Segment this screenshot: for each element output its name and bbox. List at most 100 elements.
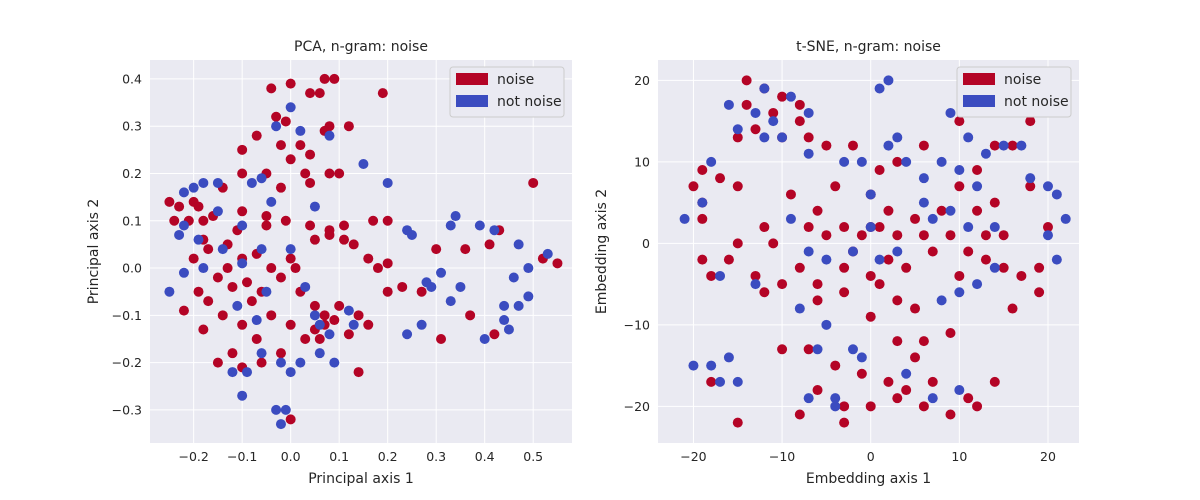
pca-point-noise (319, 73, 330, 84)
tsne-point-noise (715, 173, 726, 184)
tsne-point-noise (998, 230, 1009, 241)
tsne-point-noise (892, 156, 903, 167)
tsne-point-not-noise (812, 344, 823, 355)
tsne-x-tick-label: 20 (1040, 449, 1056, 464)
pca-point-not-noise (445, 220, 456, 231)
tsne-point-noise (980, 230, 991, 241)
tsne-point-noise (954, 181, 965, 192)
pca-point-noise (174, 201, 185, 212)
pca-point-not-noise (256, 348, 267, 359)
tsne-point-noise (1034, 262, 1045, 273)
tsne-point-noise (697, 213, 708, 224)
tsne-point-not-noise (847, 344, 858, 355)
tsne-point-not-noise (972, 181, 983, 192)
tsne-point-noise (963, 393, 974, 404)
tsne-point-noise (732, 417, 743, 428)
pca-point-not-noise (266, 196, 277, 207)
tsne-point-noise (803, 222, 814, 233)
pca-point-noise (397, 281, 408, 292)
tsne-point-not-noise (972, 279, 983, 290)
tsne-point-noise (918, 230, 929, 241)
pca-point-noise (256, 357, 267, 368)
tsne-point-noise (989, 376, 1000, 387)
tsne-point-noise (856, 230, 867, 241)
pca-x-axis-label: Principal axis 1 (308, 471, 414, 487)
tsne-point-noise (972, 205, 983, 216)
pca-point-noise (222, 263, 233, 274)
pca-point-not-noise (271, 404, 282, 415)
pca-point-not-noise (324, 130, 335, 141)
pca-point-noise (372, 263, 383, 274)
pca-point-not-noise (174, 229, 185, 240)
tsne-point-not-noise (715, 270, 726, 281)
tsne-point-not-noise (927, 393, 938, 404)
pca-point-noise (314, 333, 325, 344)
tsne-point-noise (892, 336, 903, 347)
tsne-point-not-noise (901, 156, 912, 167)
pca-point-noise (460, 244, 471, 255)
pca-point-not-noise (542, 248, 553, 259)
pca-point-noise (285, 154, 296, 165)
pca-point-noise (377, 88, 388, 99)
tsne-point-not-noise (723, 352, 734, 363)
pca-point-not-noise (489, 225, 500, 236)
tsne-point-noise (741, 75, 752, 86)
pca-point-noise (251, 333, 262, 344)
pca-point-noise (198, 324, 209, 335)
pca-point-noise (285, 414, 296, 425)
pca-point-not-noise (436, 267, 447, 278)
pca-point-noise (329, 315, 340, 326)
tsne-legend-swatch-not-noise (963, 95, 995, 107)
pca-point-noise (363, 319, 374, 330)
pca-point-not-noise (285, 367, 296, 378)
tsne-point-noise (777, 344, 788, 355)
tsne-point-noise (901, 385, 912, 396)
pca-point-not-noise (343, 305, 354, 316)
pca-point-noise (251, 130, 262, 141)
pca-point-noise (484, 239, 495, 250)
tsne-x-tick-label: −10 (769, 449, 795, 464)
tsne-point-not-noise (989, 222, 1000, 233)
pca-point-noise (339, 234, 350, 245)
tsne-point-not-noise (759, 132, 770, 143)
pca-point-not-noise (261, 286, 272, 297)
tsne-point-noise (865, 311, 876, 322)
pca-point-noise (246, 296, 257, 307)
pca-y-tick-label: −0.1 (112, 308, 142, 323)
pca-point-noise (343, 121, 354, 132)
pca-point-noise (227, 348, 238, 359)
pca-point-not-noise (348, 319, 359, 330)
pca-point-noise (193, 286, 204, 297)
tsne-point-noise (998, 262, 1009, 273)
pca-point-not-noise (416, 319, 427, 330)
pca-point-noise (217, 310, 228, 321)
pca-point-not-noise (382, 177, 393, 188)
tsne-point-noise (945, 230, 956, 241)
tsne-point-not-noise (927, 213, 938, 224)
pca-point-noise (305, 177, 316, 188)
tsne-point-noise (918, 401, 929, 412)
pca-point-noise (178, 305, 189, 316)
pca-x-tick-label: 0.5 (523, 449, 543, 464)
pca-point-noise (353, 367, 364, 378)
pca-point-noise (382, 286, 393, 297)
pca-point-noise (465, 310, 476, 321)
tsne-point-noise (892, 295, 903, 306)
tsne-point-not-noise (1042, 230, 1053, 241)
pca-point-not-noise (402, 329, 413, 340)
tsne-point-noise (1025, 181, 1036, 192)
pca-point-noise (324, 229, 335, 240)
pca-point-not-noise (508, 272, 519, 283)
tsne-point-not-noise (759, 83, 770, 94)
pca-point-noise (353, 310, 364, 321)
pca-point-noise (203, 296, 214, 307)
pca-point-not-noise (455, 281, 466, 292)
tsne-point-noise (901, 262, 912, 273)
pca-point-not-noise (164, 286, 175, 297)
tsne-point-noise (972, 401, 983, 412)
tsne-point-noise (821, 230, 832, 241)
tsne-point-not-noise (1016, 140, 1027, 151)
tsne-point-noise (803, 132, 814, 143)
tsne-point-not-noise (803, 393, 814, 404)
tsne-point-noise (883, 376, 894, 387)
